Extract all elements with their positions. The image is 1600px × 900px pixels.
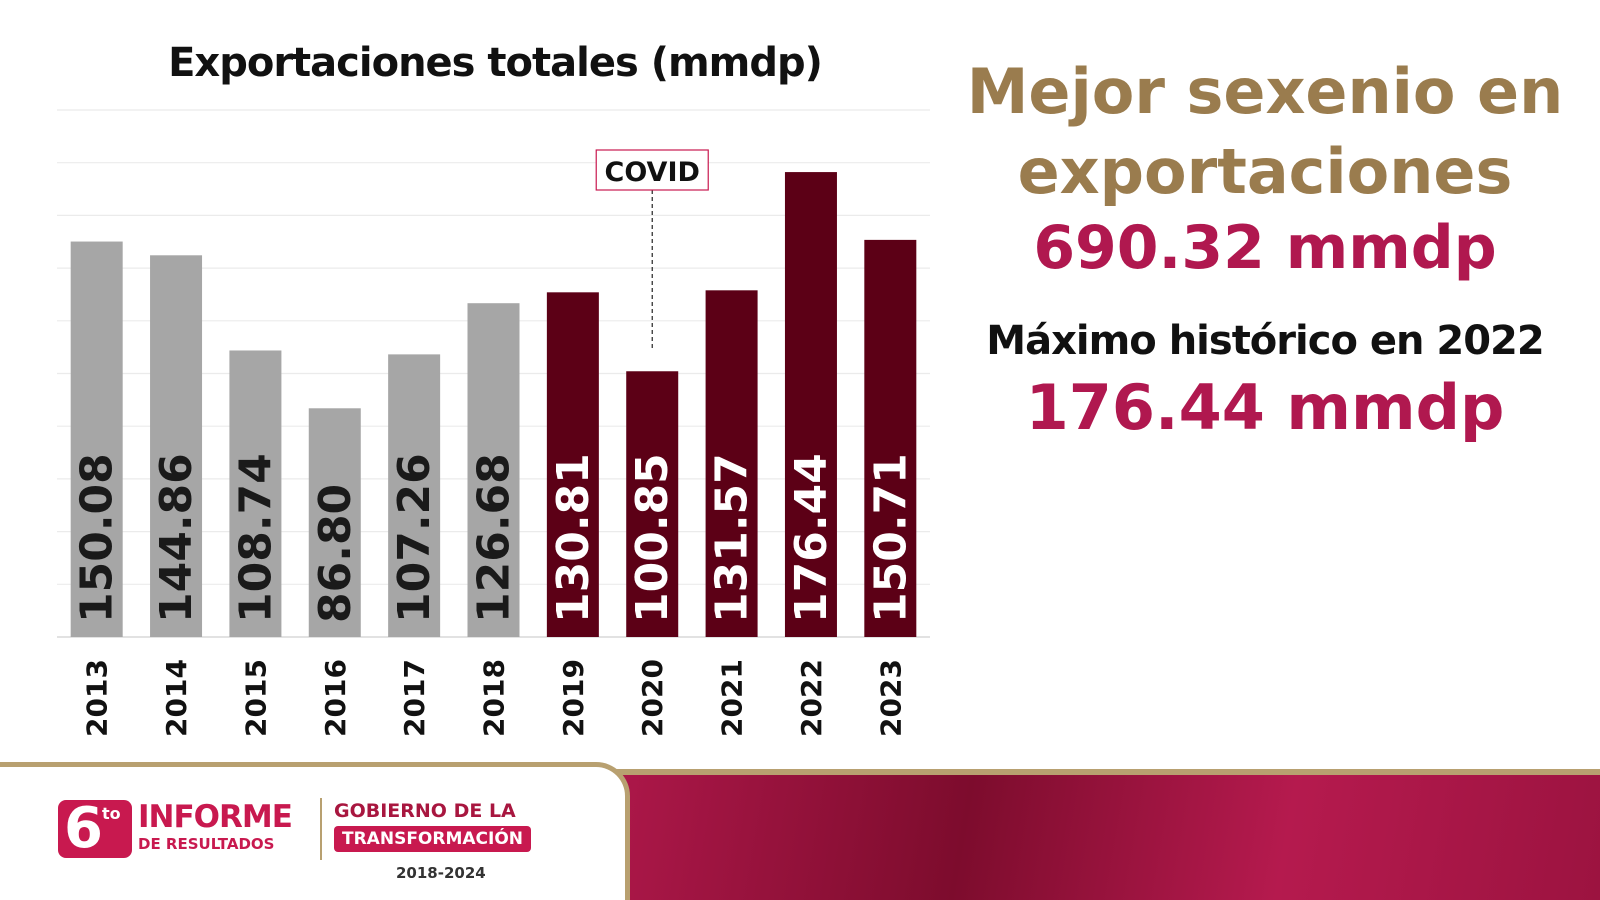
bar-value-label: 130.81 [548, 453, 599, 623]
summary-panel: Mejor sexenio en exportaciones 690.32 mm… [945, 52, 1585, 446]
bar-value-label: 144.86 [151, 453, 202, 623]
x-tick-label: 2019 [557, 659, 590, 737]
informe-logo-mark: 6 to [58, 796, 132, 861]
x-tick-label: 2020 [636, 659, 669, 737]
bar-2016 [308, 408, 361, 637]
bar-value-label: 150.71 [865, 453, 916, 623]
x-tick-label: 2018 [478, 659, 511, 737]
logo-number: 6 [64, 796, 103, 861]
footer-gold-stripe [0, 769, 1600, 775]
bar-value-label: 100.85 [627, 453, 678, 623]
x-tick-label: 2016 [319, 659, 352, 737]
record-value: 176.44 mmdp [1025, 371, 1505, 444]
x-tick-label: 2021 [716, 659, 749, 737]
logo-divider [320, 798, 322, 860]
covid-annotation-box [595, 149, 709, 191]
bar-2021 [705, 290, 758, 637]
record-label: Máximo histórico en 2022 [986, 318, 1544, 364]
bar-value-label: 86.80 [310, 484, 361, 623]
informe-subtitle: DE RESULTADOS [138, 835, 275, 853]
informe-title: INFORME [138, 799, 293, 835]
x-tick-label: 2015 [239, 659, 272, 737]
x-tick-label: 2023 [874, 659, 907, 737]
x-tick-label: 2022 [795, 659, 828, 737]
sexenio-total: 690.32 mmdp [1033, 213, 1497, 283]
x-tick-label: 2017 [398, 659, 431, 737]
bar-value-label: 131.57 [707, 453, 758, 623]
bar-value-label: 176.44 [786, 453, 837, 623]
logo-superscript: to [102, 804, 121, 823]
bar-2022 [784, 172, 837, 637]
gov-period: 2018-2024 [396, 864, 486, 882]
bar-2020 [626, 371, 679, 637]
x-tick-label: 2013 [81, 659, 114, 737]
bar-value-label: 126.68 [469, 453, 520, 623]
gov-badge: TRANSFORMACIÓN [334, 826, 532, 852]
headline-line2: exportaciones [1017, 135, 1513, 208]
gov-title: GOBIERNO DE LA [334, 800, 516, 822]
x-tick-label: 2014 [160, 659, 193, 737]
bar-value-label: 108.74 [230, 453, 281, 623]
bar-value-label: 107.26 [389, 453, 440, 623]
bar-2015 [229, 350, 282, 637]
bar-2013 [70, 241, 123, 638]
bar-value-label: 150.08 [72, 453, 123, 623]
bar-2018 [467, 303, 520, 637]
bar-2014 [150, 255, 203, 638]
headline-line1: Mejor sexenio en [966, 55, 1564, 128]
bar-2017 [388, 354, 441, 637]
bar-2019 [546, 292, 599, 637]
chart-title: Exportaciones totales (mmdp) [168, 40, 823, 86]
covid-annotation-text: COVID [605, 157, 700, 188]
bar-2023 [864, 239, 917, 637]
bar-chart: 150.08 2013 144.86 2014 108.74 2015 86.80 2016 1… [57, 109, 930, 737]
